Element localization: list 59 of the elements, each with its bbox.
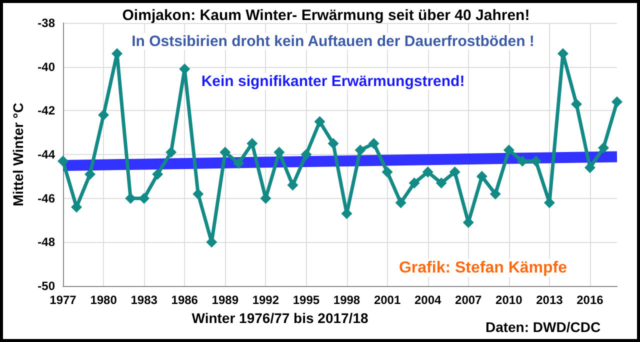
- y-tick-label: -44: [38, 148, 56, 162]
- point: [328, 138, 339, 150]
- point: [300, 149, 312, 160]
- point: [354, 144, 366, 156]
- x-tick-label: 2016: [576, 293, 604, 307]
- annotation: Grafik: Stefan Kämpfe: [398, 260, 568, 276]
- point: [71, 202, 82, 213]
- y-tick-label: -50: [38, 279, 56, 293]
- point: [584, 162, 596, 174]
- y-tick-label: -38: [38, 16, 56, 30]
- x-tick-label: 2013: [536, 293, 564, 307]
- x-tick-label: 1992: [252, 293, 280, 307]
- y-tick-label: -48: [38, 235, 56, 250]
- x-tick-label: 1989: [212, 293, 239, 307]
- point: [503, 144, 514, 156]
- point: [368, 138, 380, 150]
- point: [314, 116, 326, 128]
- y-tick-label: -40: [38, 60, 56, 74]
- point: [449, 166, 460, 178]
- point: [246, 138, 258, 150]
- point: [382, 166, 393, 178]
- y-axis-title: Mittel Winter °C: [10, 102, 26, 206]
- point: [220, 146, 231, 158]
- text: In Ostsibirien droht kein Auftauen der Dauerfrostböden !: [132, 33, 534, 50]
- point: [98, 110, 110, 121]
- x-tick-label: 2004: [414, 293, 442, 307]
- point: [166, 146, 177, 158]
- x-tick-label: 2010: [496, 293, 523, 307]
- x-tick-label: 2007: [455, 293, 482, 307]
- x-tick-label: 1983: [130, 293, 158, 307]
- point: [395, 197, 406, 208]
- y-tick-label: -42: [38, 104, 56, 118]
- point: [490, 188, 501, 200]
- annotation: Kein signifikanter Erwärmungstrend!: [201, 73, 465, 90]
- point: [287, 180, 298, 191]
- point: [612, 96, 622, 108]
- x-tick-label: 1998: [333, 293, 360, 307]
- point: [84, 168, 96, 180]
- point: [516, 156, 528, 167]
- point: [233, 158, 244, 169]
- x-tick-label: 1980: [90, 293, 118, 307]
- point: [152, 168, 164, 180]
- point: [422, 166, 434, 178]
- x-tick-label: 1977: [50, 293, 77, 307]
- point: [436, 177, 447, 188]
- point: [408, 177, 420, 188]
- point: [58, 156, 68, 167]
- x-tick-label: 1986: [171, 293, 198, 307]
- point: [138, 192, 150, 204]
- y-tick-label: -46: [38, 191, 56, 206]
- point: [598, 142, 609, 154]
- chart-title: Oimjakon: Kaum Winter- Erwärmung seit über 40 Jahren!: [122, 7, 530, 24]
- text: Daten: DWD/CDC: [485, 319, 601, 335]
- x-tick-label: 1995: [292, 293, 320, 307]
- point: [476, 170, 488, 182]
- x-tick-label: 2001: [374, 293, 401, 307]
- x-axis-title: Winter 1976/77 bis 2017/18: [192, 310, 368, 326]
- point: [570, 98, 582, 110]
- point: [192, 188, 204, 200]
